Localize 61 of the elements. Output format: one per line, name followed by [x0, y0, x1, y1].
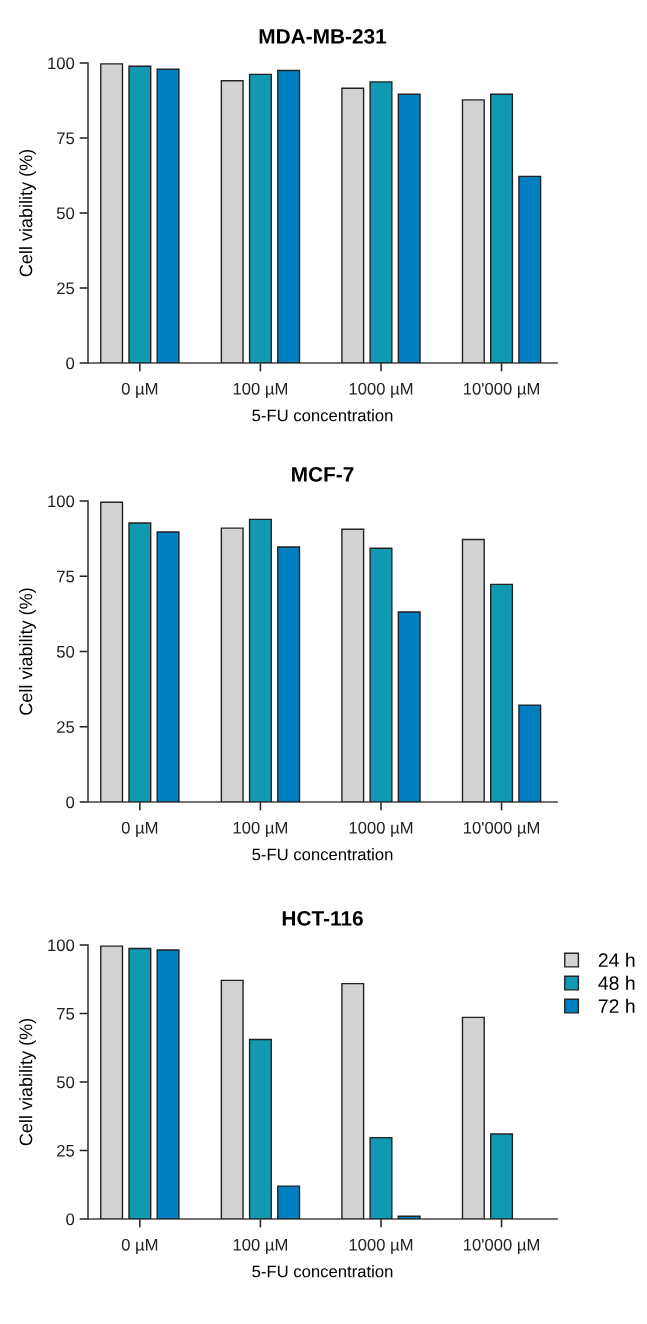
- legend-label: 72 h: [598, 998, 635, 1013]
- x-tick-label: 1000 µM: [349, 821, 413, 837]
- y-tick-label: 0: [66, 357, 75, 370]
- y-axis-title: Cell viability (%): [19, 149, 36, 277]
- bar: [156, 68, 180, 363]
- x-tick-label: 100 µM: [233, 382, 287, 398]
- x-tick-label: 0 µM: [121, 821, 158, 837]
- x-tick-label: 10'000 µM: [463, 1238, 539, 1254]
- bar: [220, 979, 244, 1219]
- x-axis-title: 5-FU concentration: [252, 409, 393, 422]
- x-tick-label: 0 µM: [121, 1238, 158, 1254]
- y-tick-label: 75: [57, 1008, 75, 1020]
- chart-title: HCT-116: [282, 911, 363, 926]
- bar: [461, 99, 485, 363]
- x-tick-label: 1000 µM: [349, 1238, 413, 1254]
- y-tick-label: 50: [56, 1076, 75, 1089]
- bar: [100, 501, 124, 802]
- y-tick-label: 25: [57, 1144, 75, 1157]
- y-tick-label: 25: [57, 282, 75, 295]
- y-tick-label: 100: [48, 939, 75, 952]
- bar: [220, 527, 244, 802]
- x-axis-title: 5-FU concentration: [252, 848, 393, 861]
- bar: [341, 528, 365, 802]
- x-tick-label: 100 µM: [233, 821, 287, 837]
- y-tick-label: 100: [48, 495, 75, 508]
- bar: [461, 538, 485, 802]
- y-tick-label: 50: [56, 645, 75, 658]
- y-axis-title: Cell viability (%): [19, 1018, 36, 1146]
- bar: [100, 63, 124, 363]
- bar: [277, 546, 301, 802]
- y-tick-label: 100: [48, 57, 75, 70]
- bar: [461, 1016, 485, 1219]
- chart-title: MDA-MB-231: [259, 29, 387, 44]
- x-tick-label: 10'000 µM: [463, 382, 539, 398]
- x-tick-label: 0 µM: [121, 382, 158, 398]
- bar: [341, 87, 365, 363]
- x-tick-label: 100 µM: [233, 1238, 287, 1254]
- y-tick-label: 75: [57, 132, 75, 145]
- x-axis-title: 5-FU concentration: [252, 1265, 393, 1278]
- bar: [341, 982, 365, 1219]
- bar: [518, 175, 542, 363]
- x-tick-label: 10'000 µM: [463, 821, 539, 837]
- x-tick-label: 1000 µM: [349, 382, 413, 398]
- bar: [220, 80, 244, 363]
- bar: [156, 949, 180, 1219]
- bar: [156, 531, 180, 802]
- legend-label: 24 h: [598, 952, 635, 967]
- bar: [277, 69, 301, 363]
- bar: [397, 611, 421, 802]
- y-tick-label: 0: [66, 796, 75, 809]
- y-tick-label: 50: [56, 207, 75, 220]
- chart-title: MCF-7: [292, 467, 354, 482]
- y-tick-label: 25: [57, 721, 75, 733]
- bar: [100, 945, 124, 1219]
- legend-label: 48 h: [598, 975, 635, 991]
- bar: [277, 1185, 301, 1219]
- bar: [397, 93, 421, 363]
- bar: [518, 704, 542, 802]
- y-axis-title: Cell viability (%): [19, 588, 36, 715]
- y-tick-label: 0: [66, 1213, 75, 1226]
- y-tick-label: 75: [57, 570, 75, 583]
